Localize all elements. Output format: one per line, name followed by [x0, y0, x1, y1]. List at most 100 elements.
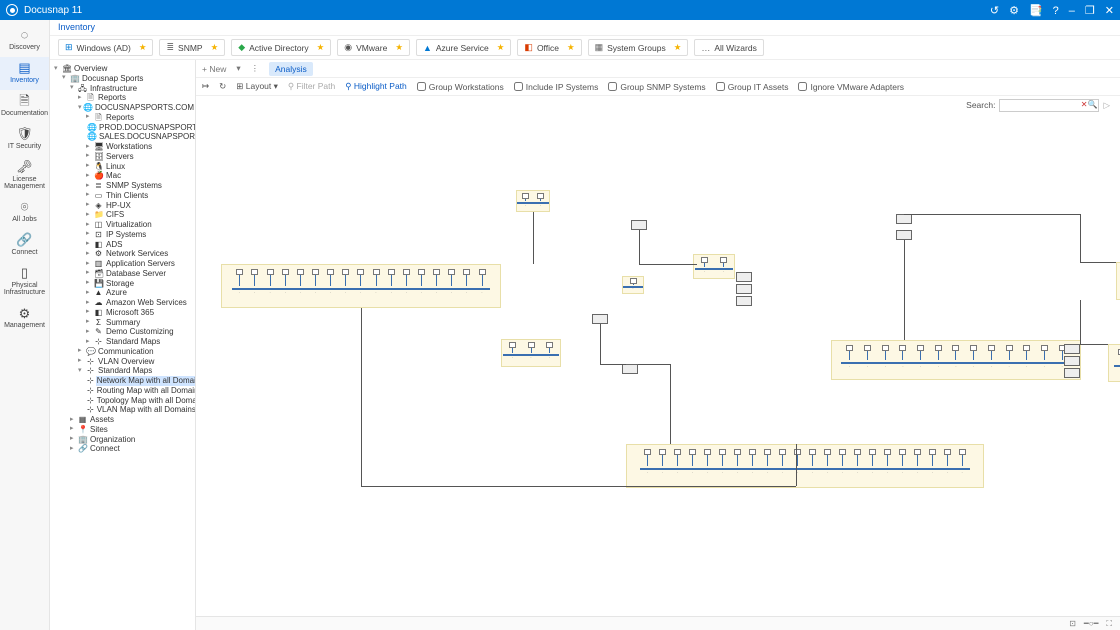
tree-network-services[interactable]: ▸⚙Network Services	[54, 249, 195, 259]
check-group-workstations[interactable]: Group Workstations	[417, 82, 504, 92]
wizard-azure-service[interactable]: ▲Azure Service★	[416, 39, 511, 56]
wizard-windows-ad-[interactable]: ⊞Windows (AD)★	[58, 39, 153, 56]
expand-icon[interactable]: ▸	[86, 240, 93, 249]
tree-reports[interactable]: ▸🗎Reports	[54, 113, 195, 123]
expand-icon[interactable]: ▸	[86, 211, 93, 220]
expand-icon[interactable]: ▸	[70, 435, 77, 444]
expand-icon[interactable]: ▸	[70, 445, 77, 454]
tree-connect[interactable]: ▸🔗Connect	[54, 444, 195, 454]
check-ignore-vmware-adapters[interactable]: Ignore VMware Adapters	[798, 82, 904, 92]
titlebar-icon-1[interactable]: ⚙	[1009, 5, 1019, 17]
tree-snmp-systems[interactable]: ▸≣SNMP Systems	[54, 181, 195, 191]
router-node-10[interactable]	[1064, 368, 1080, 378]
tree-database-server[interactable]: ▸🗃Database Server	[54, 269, 195, 279]
tree-ads[interactable]: ▸◧ADS	[54, 240, 195, 250]
nav-back-icon[interactable]: ↦	[202, 81, 209, 92]
expand-icon[interactable]: ▾	[78, 367, 85, 376]
tree-cifs[interactable]: ▸📁CIFS	[54, 210, 195, 220]
search-next-icon[interactable]: ▷	[1103, 100, 1110, 111]
analysis-tab[interactable]: Analysis	[269, 62, 313, 76]
network-segment-0[interactable]: ·················	[221, 264, 501, 308]
expand-icon[interactable]: ▸	[86, 338, 93, 347]
expand-icon[interactable]: ▸	[86, 299, 93, 308]
expand-icon[interactable]: ▸	[86, 279, 93, 288]
rail-documentation[interactable]: 🗎Documentation	[0, 90, 49, 123]
network-segment-7[interactable]: ··	[516, 190, 550, 212]
wizard-all-wizards[interactable]: …All Wizards	[694, 39, 764, 56]
tree-prod-docusnapsports-com[interactable]: 🌐PROD.DOCUSNAPSPORTS.COM	[54, 123, 195, 133]
tree-storage[interactable]: ▸💾Storage	[54, 279, 195, 289]
tree-network-map-with-all-domains[interactable]: ⊹Network Map with all Domains	[54, 376, 195, 386]
check-group-snmp-systems[interactable]: Group SNMP Systems	[608, 82, 705, 92]
router-node-5[interactable]	[736, 272, 752, 282]
zoom-reset-icon[interactable]: ⛶	[1106, 619, 1112, 629]
tree-docusnap-sports[interactable]: ▾🏢Docusnap Sports	[54, 74, 195, 84]
network-segment-8[interactable]: ·	[622, 276, 644, 294]
tree-communication[interactable]: ▸💬Communication	[54, 347, 195, 357]
tree-virtualization[interactable]: ▸◫Virtualization	[54, 220, 195, 230]
tree-hp-ux[interactable]: ▸◈HP-UX	[54, 201, 195, 211]
rail-inventory[interactable]: ▤Inventory	[0, 57, 49, 90]
refresh-icon[interactable]: ↻	[219, 81, 226, 92]
titlebar-icon-6[interactable]: ✕	[1105, 5, 1114, 17]
rail-connect[interactable]: 🔗Connect	[0, 229, 49, 262]
rail-all-jobs[interactable]: ⌾All Jobs	[0, 196, 49, 229]
titlebar-icon-0[interactable]: ↺	[990, 5, 999, 17]
expand-icon[interactable]: ▸	[86, 143, 93, 152]
expand-icon[interactable]: ▸	[86, 113, 93, 122]
router-node-4[interactable]	[592, 314, 608, 324]
expand-icon[interactable]: ▸	[86, 289, 93, 298]
expand-icon[interactable]: ▾	[62, 74, 69, 83]
router-node-0[interactable]	[631, 220, 647, 230]
router-node-1[interactable]	[896, 214, 912, 224]
expand-icon[interactable]: ▸	[86, 172, 93, 181]
network-segment-1[interactable]: ······················	[626, 444, 984, 488]
network-segment-6[interactable]: ···	[501, 339, 561, 367]
expand-icon[interactable]: ▸	[78, 347, 85, 356]
tree-amazon-web-services[interactable]: ▸☁Amazon Web Services	[54, 298, 195, 308]
dropdown-icon[interactable]: ▾	[236, 63, 240, 74]
tree-organization[interactable]: ▸🏢Organization	[54, 435, 195, 445]
tree-ip-systems[interactable]: ▸⊡IP Systems	[54, 230, 195, 240]
tree-mac[interactable]: ▸🍎Mac	[54, 171, 195, 181]
expand-icon[interactable]: ▸	[86, 221, 93, 230]
network-segment-4[interactable]: ·········	[1108, 344, 1120, 382]
router-node-8[interactable]	[1064, 344, 1080, 354]
tree-infrastructure[interactable]: ▾🖧Infrastructure	[54, 84, 195, 94]
expand-icon[interactable]: ▸	[70, 416, 77, 425]
expand-icon[interactable]: ▾	[54, 65, 61, 74]
network-map-diagram[interactable]: ········································…	[196, 114, 1120, 616]
expand-icon[interactable]: ▸	[86, 201, 93, 210]
check-include-ip-systems[interactable]: Include IP Systems	[514, 82, 599, 92]
network-segment-5[interactable]: ··	[693, 254, 735, 279]
router-node-3[interactable]	[622, 364, 638, 374]
rail-discovery[interactable]: ◌Discovery	[0, 24, 49, 57]
tree-sales-docusnapsports-com[interactable]: 🌐SALES.DOCUSNAPSPORTS.COM	[54, 132, 195, 142]
titlebar-icon-2[interactable]: 📑	[1029, 5, 1043, 17]
router-node-9[interactable]	[1064, 356, 1080, 366]
search-icon[interactable]: 🔍	[1087, 100, 1097, 109]
titlebar-icon-5[interactable]: ❐	[1085, 5, 1095, 17]
tree-topology-map-with-all-domains[interactable]: ⊹Topology Map with all Domains	[54, 396, 195, 406]
tree-standard-maps[interactable]: ▸⊹Standard Maps	[54, 337, 195, 347]
wizard-snmp[interactable]: ≣SNMP★	[159, 39, 225, 56]
wizard-active-directory[interactable]: ◆Active Directory★	[231, 39, 331, 56]
zoom-fit-icon[interactable]: ⊡	[1069, 619, 1076, 628]
expand-icon[interactable]: ▸	[86, 152, 93, 161]
tree-linux[interactable]: ▸🐧Linux	[54, 162, 195, 172]
tree-azure[interactable]: ▸▲Azure	[54, 288, 195, 298]
rail-management[interactable]: ⚙Management	[0, 303, 49, 336]
tree-docusnapsports-com[interactable]: ▾🌐DOCUSNAPSPORTS.COM	[54, 103, 195, 113]
router-node-7[interactable]	[736, 296, 752, 306]
wizard-system-groups[interactable]: ▦System Groups★	[588, 39, 689, 56]
titlebar-icon-3[interactable]: ?	[1053, 5, 1059, 17]
expand-icon[interactable]: ▸	[86, 260, 93, 269]
tree-reports[interactable]: ▸🗎Reports	[54, 93, 195, 103]
zoom-slider-icon[interactable]: ━○━	[1084, 619, 1098, 628]
network-segment-2[interactable]: ·············	[831, 340, 1081, 380]
tree-overview[interactable]: ▾🏛Overview	[54, 64, 195, 74]
expand-icon[interactable]: ▸	[78, 357, 85, 366]
expand-icon[interactable]: ▸	[86, 250, 93, 259]
tree-vlan-map-with-all-domains[interactable]: ⊹VLAN Map with all Domains	[54, 405, 195, 415]
new-button[interactable]: + New	[202, 64, 226, 74]
